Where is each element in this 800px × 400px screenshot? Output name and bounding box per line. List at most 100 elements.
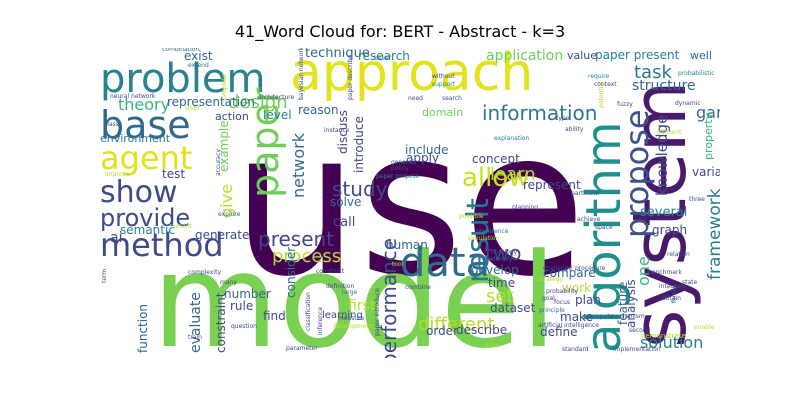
word-call: call [333, 215, 355, 230]
word-test: test [162, 167, 185, 181]
word-artificial-intelligence: artificial intelligence [538, 322, 599, 329]
word-three: three [689, 196, 705, 203]
word-combination: combination [162, 48, 199, 53]
word-improve: improve [105, 171, 130, 178]
word-performance: performance [377, 238, 401, 358]
word-rule: rule [230, 299, 253, 313]
word-example: example [217, 120, 231, 172]
word-enable: enable [694, 324, 715, 331]
word-game: game [696, 103, 720, 122]
word-agent: agent [100, 139, 192, 177]
word-function: function [136, 304, 150, 353]
word-apply: apply [406, 151, 439, 165]
word-make: make [560, 310, 593, 324]
word-framework: framework [705, 188, 720, 280]
word-standard: standard [562, 346, 589, 353]
word-find: find [263, 309, 286, 323]
word-train: train [188, 334, 202, 341]
word-accuracy: accuracy [215, 148, 222, 176]
word-include: include [405, 143, 448, 157]
word-one: one [634, 256, 653, 286]
word-constraint: constraint [214, 292, 228, 353]
word-search: search [442, 95, 462, 102]
word-research: research [358, 49, 410, 63]
word-show: show [100, 175, 178, 210]
word-describe: describe [456, 323, 507, 337]
word-problem: problem [100, 56, 266, 102]
word-method: method [100, 226, 224, 264]
word-discuss: discuss [336, 110, 350, 154]
word-paper-propose: paper propose [376, 173, 420, 180]
word-many: many [220, 279, 237, 286]
word-paper-present: paper present [595, 48, 680, 62]
word-use: use [232, 88, 586, 321]
word-representation: representation [167, 95, 255, 109]
word-result: result [461, 198, 496, 283]
word-development: development [333, 323, 373, 330]
word-second: second [629, 327, 651, 334]
word-context: context [594, 81, 617, 88]
word-base: base [100, 103, 191, 147]
word-extend: extend [188, 62, 209, 69]
word-concept: concept [472, 152, 520, 166]
word-number: number [224, 287, 271, 301]
word-complete: complete [221, 74, 228, 102]
word-definition: definition [326, 283, 354, 290]
word-explore: explore [218, 211, 241, 218]
word-develop: develop [471, 263, 519, 277]
word-particular: particular [571, 190, 600, 197]
word-potential: potential [598, 81, 605, 108]
word-efficient: efficient [657, 129, 682, 136]
word-model: model [152, 225, 557, 358]
word-property: property [702, 112, 715, 160]
word-reason: reason [298, 103, 339, 117]
word-consider: consider [284, 247, 298, 298]
word-first: first [348, 298, 376, 314]
word-learning: learning [322, 310, 363, 321]
word-benchmark: benchmark [648, 269, 682, 276]
word-level: level [263, 108, 292, 122]
word-learn: learn [490, 164, 536, 185]
word-implementation: implementation [613, 346, 661, 353]
word-instance: instance [324, 127, 350, 134]
word-complexity: complexity [188, 269, 221, 276]
word-general: general [391, 159, 414, 166]
word-procedure: procedure [575, 265, 606, 272]
word-mechanism: mechanism [610, 313, 645, 320]
word-parameter: parameter [286, 345, 318, 352]
word-compare: compare [543, 266, 596, 280]
word-planning: planning [512, 204, 538, 211]
word-graph: graph [652, 223, 687, 237]
word-large: large [342, 289, 358, 296]
word-introduce: introduce [352, 116, 366, 173]
word-propose: propose [618, 109, 656, 238]
word-time: time [488, 276, 515, 290]
word-demonstrate: demonstrate [641, 332, 686, 340]
word-strategy: strategy [538, 276, 563, 283]
word-simulation: simulation [468, 235, 499, 242]
word-process: process [272, 246, 341, 267]
word-analysis: analysis [624, 279, 638, 328]
word-study: study [332, 177, 388, 201]
word-dataset: dataset [490, 301, 536, 315]
word-architecture: architecture [258, 94, 295, 101]
word-construct: construct [316, 268, 345, 275]
word-inference: inference [317, 307, 324, 335]
word-algorithm: algorithm [576, 121, 632, 353]
word-several: several [640, 205, 687, 220]
word-set: set [486, 286, 514, 307]
word-require: require [588, 73, 610, 80]
word-ai: ai [110, 230, 122, 246]
word-state: state [682, 279, 698, 286]
word-question: question [231, 323, 257, 330]
word-feature: feature [616, 282, 630, 325]
word-value: value [567, 49, 597, 62]
word-cloud: use model approach system problem algorithm da… [100, 48, 720, 358]
word-compute: compute [587, 313, 614, 320]
word-different: different [418, 314, 494, 335]
word-action: action [215, 110, 249, 123]
word-possible: possible [459, 213, 484, 220]
word-system: system [617, 80, 703, 348]
word-plan: plan [575, 293, 601, 307]
